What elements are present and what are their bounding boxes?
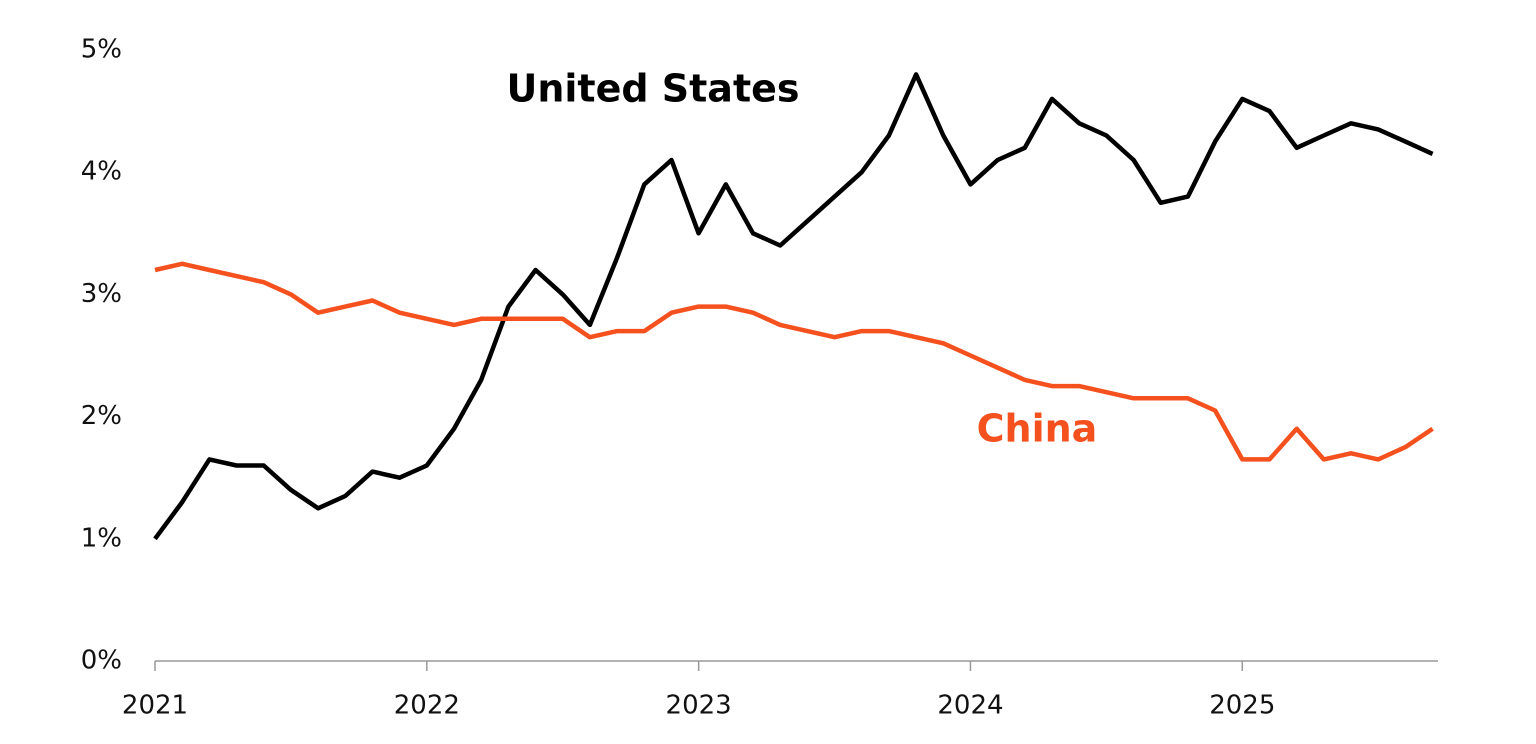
series-line	[154, 261, 1434, 462]
y-tick-label: 1%	[81, 523, 122, 553]
series-line	[153, 72, 1434, 541]
series-label: United States	[506, 67, 799, 111]
y-tick-label: 0%	[81, 646, 122, 676]
x-tick-label: 2021	[122, 691, 188, 721]
x-tick-label: 2024	[937, 691, 1003, 721]
series-label: China	[977, 407, 1098, 451]
x-tick-label: 2023	[666, 691, 732, 721]
y-tick-label: 3%	[81, 279, 122, 309]
x-tick-label: 2022	[394, 691, 460, 721]
y-tick-label: 5%	[81, 35, 122, 65]
y-tick-label: 2%	[81, 401, 122, 431]
x-tick-label: 2025	[1209, 691, 1275, 721]
y-tick-label: 4%	[81, 157, 122, 187]
